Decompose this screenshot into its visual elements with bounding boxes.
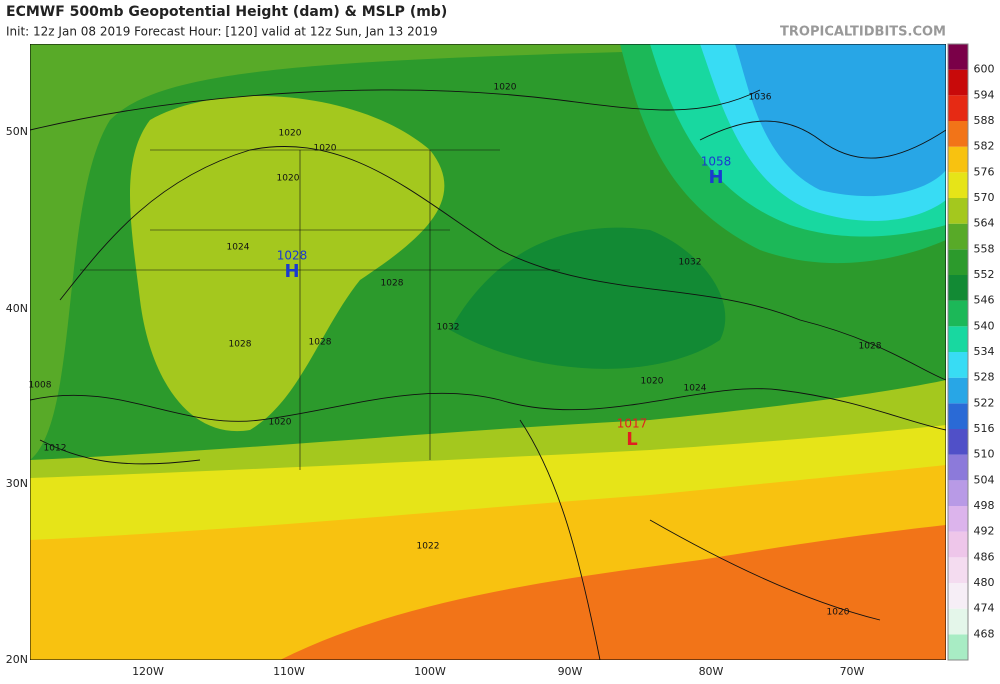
colorbar-box [948, 506, 968, 532]
colorbar-box [948, 198, 968, 224]
isobar-label: 1008 [29, 381, 52, 391]
colorbar-label: 588 [974, 114, 995, 127]
isobar-labels: 1020 1020 1020 1020 1024 1028 1028 1032 1036 1032… [29, 83, 882, 618]
isobar-label: 1020 [277, 174, 300, 184]
isobar-label: 1028 [309, 338, 332, 348]
colorbar-label: 492 [974, 525, 995, 538]
colorbar-label: 516 [974, 422, 995, 435]
colorbar-box [948, 121, 968, 147]
isobar-label: 1020 [279, 129, 302, 139]
colorbar-label: 474 [974, 602, 995, 615]
colorbar-box [948, 223, 968, 250]
center-value: 1028 [277, 249, 308, 263]
lat-label: 40N [6, 302, 28, 315]
source: TROPICALTIDBITS.COM [780, 25, 946, 40]
colorbar-label: 576 [974, 165, 995, 178]
colorbar-label: 582 [974, 140, 995, 153]
lon-label: 90W [558, 665, 583, 678]
isobar-label: 1020 [641, 377, 664, 387]
colorbar-box [948, 480, 968, 506]
colorbar-label: 558 [974, 242, 995, 255]
lat-label: 50N [6, 125, 28, 138]
isobar-label: 1028 [859, 342, 882, 352]
lon-label: 120W [132, 665, 164, 678]
isobar-label: 1020 [269, 418, 292, 428]
center-value: 1017 [617, 417, 648, 431]
colorbar-box [948, 429, 968, 455]
center-symbol: H [708, 167, 723, 188]
lat-label: 30N [6, 477, 28, 490]
colorbar-label: 564 [974, 217, 995, 230]
colorbar-label: 480 [974, 576, 995, 589]
colorbar-label: 552 [974, 268, 995, 281]
colorbar-box [948, 172, 968, 198]
colorbar-box [948, 403, 968, 429]
colorbar-label: 570 [974, 191, 995, 204]
colorbar-box [948, 454, 968, 481]
isobar-label: 1028 [381, 279, 404, 289]
center-symbol: H [284, 261, 299, 282]
center-symbol: L [626, 429, 637, 450]
lon-label: 70W [840, 665, 865, 678]
map-area [30, 44, 946, 660]
colorbar-box [948, 326, 968, 352]
colorbar-box [948, 146, 968, 173]
colorbar-box [948, 249, 968, 275]
isobar-label: 1024 [684, 384, 707, 394]
colorbar-box [948, 634, 968, 660]
isobar-label: 1022 [417, 542, 440, 552]
colorbar-label: 504 [974, 473, 995, 486]
colorbar-box [948, 44, 968, 70]
colorbar: 468 474 480 486 492 498 504 510 516 522 528 534 540 5… [947, 43, 995, 661]
colorbar-box [948, 95, 968, 121]
colorbar-label: 468 [974, 627, 995, 640]
colorbar-label: 486 [974, 550, 995, 563]
colorbar-label: 546 [974, 294, 995, 307]
colorbar-box [948, 557, 968, 583]
colorbar-box [948, 608, 968, 635]
isobar-label: 1036 [749, 93, 772, 103]
title: ECMWF 500mb Geopotential Height (dam) & … [6, 4, 447, 20]
center-value: 1058 [701, 155, 732, 169]
colorbar-label: 540 [974, 319, 995, 332]
colorbar-frame [947, 43, 969, 661]
lon-label: 80W [699, 665, 724, 678]
isobar-label: 1028 [229, 340, 252, 350]
colorbar-box [948, 377, 968, 404]
colorbar-box [948, 275, 968, 301]
colorbar-label: 522 [974, 396, 995, 409]
isobar-label: 1020 [827, 608, 850, 618]
isobar-label: 1032 [437, 323, 460, 333]
colorbar-label: 528 [974, 371, 995, 384]
subtitle: Init: 12z Jan 08 2019 Forecast Hour: [12… [6, 25, 438, 39]
isobar-label: 1032 [679, 258, 702, 268]
isobar-label: 1020 [494, 83, 517, 93]
colorbar-label: 594 [974, 88, 995, 101]
isobar-label: 1024 [227, 243, 250, 253]
axis-labels: 50N 40N 30N 20N 120W 110W 100W 90W 80W 70W [6, 125, 865, 678]
colorbar-label: 534 [974, 345, 995, 358]
colorbar-label: 498 [974, 499, 995, 512]
colorbar-box [948, 300, 968, 327]
colorbar-box [948, 583, 968, 609]
lat-label: 20N [6, 653, 28, 666]
colorbar-box [948, 531, 968, 558]
colorbar-label: 510 [974, 448, 995, 461]
colorbar-box [948, 352, 968, 378]
lon-label: 110W [273, 665, 305, 678]
colorbar-box [948, 69, 968, 96]
lon-label: 100W [414, 665, 446, 678]
isobar-label: 1012 [44, 444, 67, 454]
isobar-label: 1020 [314, 144, 337, 154]
colorbar-label: 600 [974, 63, 995, 76]
